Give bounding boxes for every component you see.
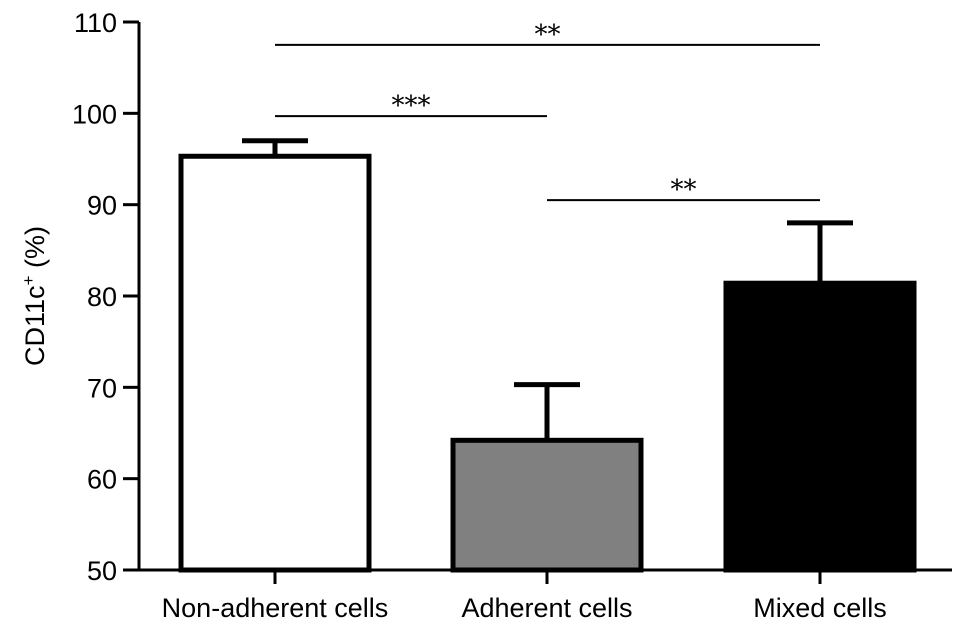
- y-tick-label: 100: [72, 99, 117, 129]
- x-category-label: Non-adherent cells: [162, 593, 389, 623]
- error-bar-1: [514, 382, 580, 441]
- significance-label: **: [671, 175, 697, 205]
- y-axis-ticks: 50 60 70 80 90 100 110: [72, 8, 139, 586]
- bar-0: [178, 153, 372, 573]
- x-axis-categories: Non-adherent cells Adherent cells Mixed ce…: [162, 570, 887, 623]
- error-bar-2: [787, 220, 853, 284]
- y-tick-label: 50: [87, 556, 117, 586]
- error-bars: [242, 138, 853, 441]
- x-category-label: Adherent cells: [461, 593, 632, 623]
- significance-label: **: [535, 20, 561, 50]
- y-tick-label: 80: [87, 282, 117, 312]
- y-tick-label: 90: [87, 191, 117, 221]
- error-bar-0: [242, 138, 308, 157]
- significance-annotations: *******: [275, 20, 820, 205]
- y-tick-label: 70: [87, 373, 117, 403]
- bar-2: [723, 280, 917, 573]
- significance-label: ***: [392, 91, 431, 121]
- y-tick-label: 110: [74, 8, 117, 38]
- y-axis-title: CD11c+ (%): [19, 226, 50, 366]
- bar-1: [450, 437, 644, 573]
- x-category-label: Mixed cells: [753, 593, 887, 623]
- bars: [178, 153, 917, 573]
- y-tick-label: 60: [87, 465, 117, 495]
